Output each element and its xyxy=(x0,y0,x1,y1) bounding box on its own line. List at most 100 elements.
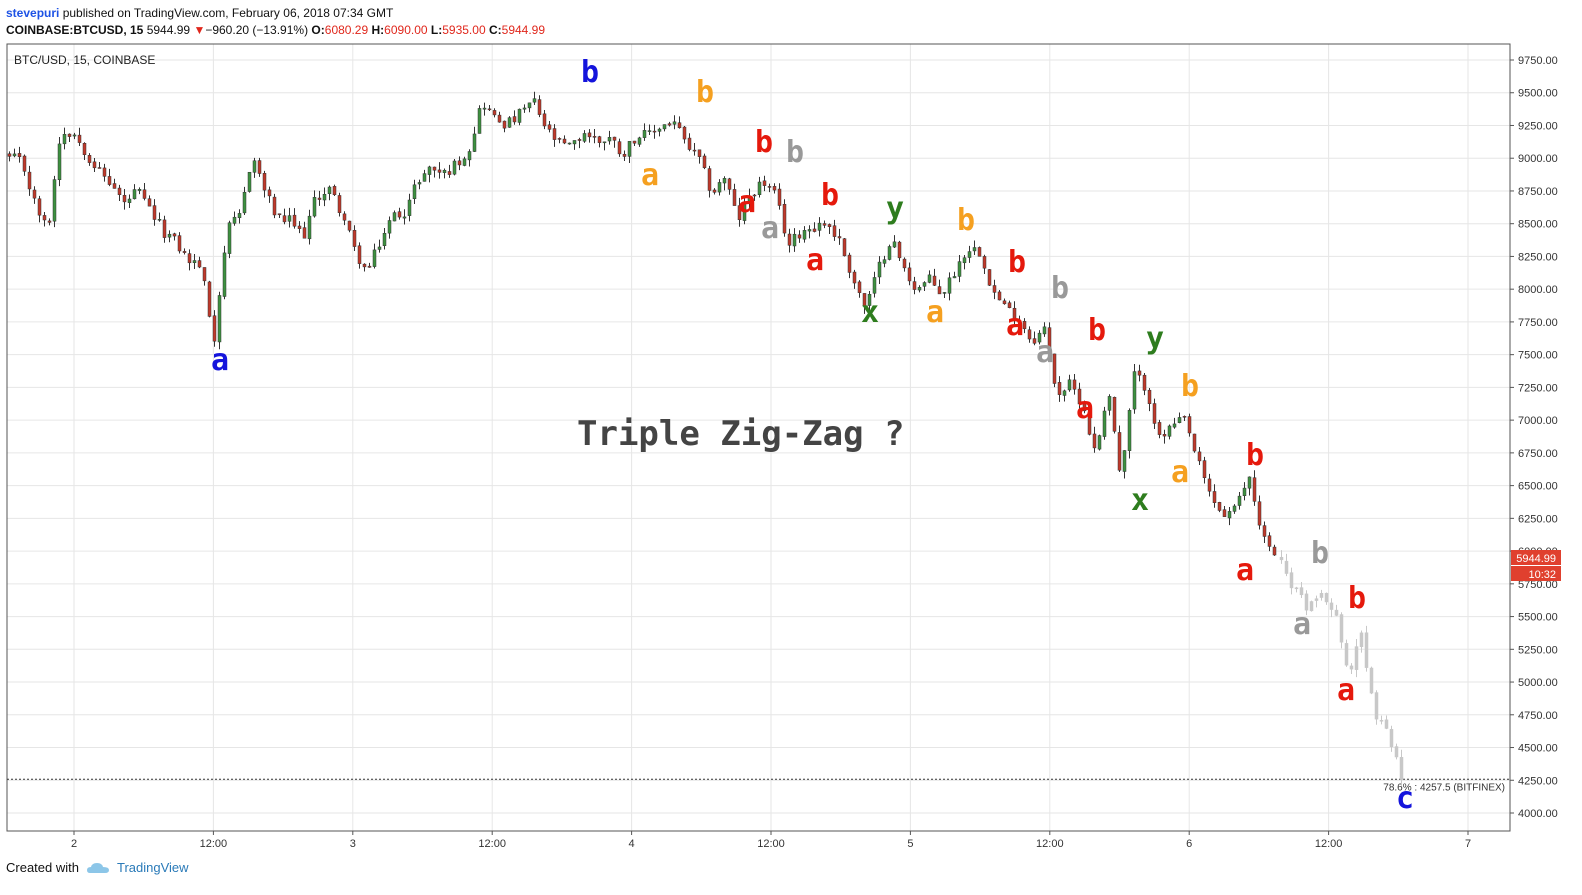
tradingview-link[interactable]: TradingView xyxy=(116,860,189,875)
candle xyxy=(1082,402,1087,412)
author-link[interactable]: stevepuri xyxy=(6,6,60,20)
candle xyxy=(917,287,922,291)
wave-label-b: b xyxy=(786,135,804,170)
candle xyxy=(1349,665,1354,670)
wave-label-b: b xyxy=(1051,271,1069,306)
chart-annotation: Triple Zig-Zag ? xyxy=(577,414,905,454)
candle xyxy=(1289,572,1294,589)
candle xyxy=(292,214,297,227)
candle xyxy=(1359,632,1364,648)
candle xyxy=(1072,379,1077,390)
candle xyxy=(137,189,142,191)
candle xyxy=(782,203,787,234)
y-tick-label: 6750.00 xyxy=(1518,448,1558,460)
candle xyxy=(497,114,502,123)
candle xyxy=(937,286,942,295)
candle xyxy=(1007,302,1012,308)
candle xyxy=(1217,502,1222,511)
candle xyxy=(767,186,772,188)
candle xyxy=(1247,476,1252,489)
candle xyxy=(1112,396,1117,432)
candle xyxy=(1142,374,1147,391)
ticker-line: COINBASE:BTCUSD, 15 5944.99 ▼−960.20 (−1… xyxy=(6,22,545,38)
candle xyxy=(422,173,427,182)
candle xyxy=(27,171,32,190)
candle xyxy=(907,267,912,282)
candle xyxy=(287,215,292,222)
candle xyxy=(957,261,962,277)
candle xyxy=(652,130,657,133)
candle xyxy=(822,223,827,226)
candle xyxy=(357,245,362,264)
candle xyxy=(842,238,847,257)
candle xyxy=(1252,477,1257,502)
candle xyxy=(942,292,947,294)
price-axis[interactable]: 9750.00 9500.00 9250.00 9000.00 8750.00 8500.… xyxy=(1510,55,1558,820)
wave-label-b: b xyxy=(1311,536,1329,571)
x-tick-label: 6 xyxy=(1186,838,1192,850)
wave-label-a: a xyxy=(211,343,229,378)
candle xyxy=(737,205,742,221)
candle xyxy=(1122,450,1127,472)
candle xyxy=(367,265,372,268)
candle xyxy=(522,107,527,110)
countdown-tag-text: 10:32 xyxy=(1528,569,1556,581)
candle xyxy=(347,220,352,231)
candle xyxy=(382,232,387,246)
candle xyxy=(997,291,1002,301)
candle xyxy=(597,136,602,143)
fib-level: 78.6% : 4257.5 (BITFINEX) xyxy=(7,778,1510,793)
candle xyxy=(1177,417,1182,423)
candle xyxy=(1202,460,1207,479)
candle xyxy=(977,247,982,257)
open-value: 6080.29 xyxy=(324,23,369,37)
candle xyxy=(107,176,112,185)
candle xyxy=(1067,379,1072,391)
candle xyxy=(102,167,107,177)
wave-label-a: a xyxy=(1293,607,1311,642)
candle xyxy=(1087,411,1092,435)
y-tick-label: 9000.00 xyxy=(1518,153,1558,165)
candle xyxy=(1324,592,1329,603)
candle xyxy=(87,155,92,163)
candle xyxy=(502,120,507,129)
candle xyxy=(1242,487,1247,496)
candle xyxy=(872,277,877,294)
candle xyxy=(1047,327,1052,354)
candle xyxy=(1212,491,1217,503)
candles xyxy=(7,91,1277,556)
candle xyxy=(617,141,622,155)
candle xyxy=(222,252,227,297)
y-tick-label: 8500.00 xyxy=(1518,219,1558,231)
y-tick-label: 7250.00 xyxy=(1518,382,1558,394)
high-value: 6090.00 xyxy=(384,23,428,37)
candle xyxy=(197,260,202,268)
time-axis[interactable]: 2 12:00 3 12:00 4 12:00 5 12:00 6 12:00 7 xyxy=(71,831,1471,850)
candle xyxy=(562,138,567,144)
wave-label-y: y xyxy=(1146,321,1164,356)
candle xyxy=(1237,495,1242,506)
wave-label-b: b xyxy=(755,125,773,160)
candle xyxy=(17,153,22,158)
tradingview-cloud-icon xyxy=(86,862,109,873)
candle xyxy=(167,233,172,238)
candle xyxy=(587,132,592,138)
candle xyxy=(122,195,127,203)
low-label: L: xyxy=(430,23,443,37)
candle xyxy=(542,113,547,127)
wave-label-y: y xyxy=(886,191,904,226)
y-tick-label: 9750.00 xyxy=(1518,55,1558,67)
candle xyxy=(762,180,767,186)
candle xyxy=(1092,433,1097,449)
candle xyxy=(432,166,437,171)
candle xyxy=(297,225,302,229)
candle xyxy=(1017,320,1022,323)
candle xyxy=(877,261,882,278)
candle xyxy=(1379,720,1384,722)
candle xyxy=(342,213,347,221)
candle xyxy=(437,169,442,173)
candle xyxy=(257,160,262,174)
candle xyxy=(472,133,477,152)
candle xyxy=(247,171,252,192)
